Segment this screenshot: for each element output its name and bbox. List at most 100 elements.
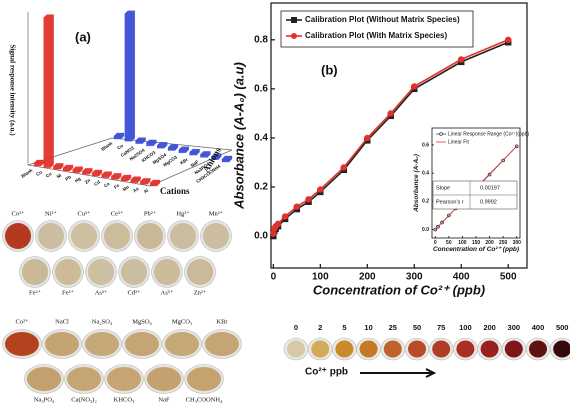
- arrow: [360, 368, 437, 378]
- vial-label: Co²⁺: [16, 318, 30, 325]
- vial: [408, 340, 426, 358]
- x-tick-label: 200: [485, 240, 494, 246]
- panel-label: (a): [75, 29, 91, 44]
- legend-marker: [439, 132, 443, 136]
- bar: [120, 174, 132, 182]
- y-tick-label: 0.6: [422, 142, 429, 148]
- category-label: Co: [35, 169, 43, 177]
- bar: [221, 155, 233, 163]
- category-label: Cd: [93, 179, 101, 187]
- vial: [22, 259, 48, 285]
- category-label: Cu: [45, 171, 53, 179]
- category-label: Hg: [74, 176, 82, 184]
- vial-label: KBr: [216, 318, 228, 325]
- vial: [187, 259, 213, 285]
- category-label: Blank: [20, 167, 33, 178]
- bar: [101, 171, 113, 179]
- y-tick-label: 0.2: [254, 182, 268, 193]
- vial-label: MgCO₃: [172, 318, 192, 325]
- vial: [88, 259, 114, 285]
- scale-label: 200: [483, 323, 496, 332]
- x-tick-label: 200: [359, 272, 376, 283]
- y-tick-label: 0.6: [254, 84, 268, 95]
- panel-label: (b): [321, 62, 338, 77]
- marker: [411, 83, 418, 90]
- table-value: 0.9992: [480, 199, 497, 205]
- bar: [156, 141, 168, 149]
- y-tick-label: 0.0: [422, 227, 429, 233]
- y-tick-label: 0.0: [254, 231, 268, 242]
- marker: [505, 36, 512, 44]
- scale-label: 5: [342, 323, 346, 332]
- scale-label: 2: [318, 323, 322, 332]
- marker: [387, 110, 394, 117]
- x-tick-label: 400: [453, 272, 470, 283]
- scale-label: 10: [364, 323, 372, 332]
- table-value: 0.00197: [480, 185, 500, 191]
- vial: [71, 223, 97, 249]
- legend-label: Calibration Plot (With Matrix Species): [305, 31, 448, 40]
- vial-label: Fe³⁺: [62, 289, 74, 296]
- vial-label: Na₃PO₄: [34, 396, 55, 403]
- x-tick-label: 150: [472, 240, 481, 246]
- scale-label: 50: [413, 323, 421, 332]
- x-tick-label: 100: [312, 272, 329, 283]
- category-label: Blank: [100, 140, 113, 151]
- vial: [203, 223, 229, 249]
- vial: [85, 332, 119, 356]
- vial: [27, 367, 61, 391]
- vial-label: MgSO₄: [132, 318, 152, 325]
- bar: [210, 153, 222, 161]
- bar: [52, 162, 64, 170]
- marker: [364, 134, 371, 142]
- vial: [311, 340, 330, 358]
- legend-label: Linear Response Range (Co²⁺)(ppb): [448, 131, 529, 137]
- category-label: Ce: [103, 181, 111, 189]
- scale-label: 25: [389, 323, 397, 332]
- vial-label: As⁵⁺: [161, 289, 174, 296]
- vial-label: Zn²⁺: [194, 289, 207, 296]
- category-label: As: [132, 186, 140, 194]
- vial: [165, 332, 199, 356]
- scale-label: 300: [508, 323, 521, 332]
- marker: [305, 196, 312, 203]
- scale-label: 400: [532, 323, 545, 332]
- legend-label: Calibration Plot (Without Matrix Species…: [305, 15, 460, 24]
- y-axis-title: Absorbance (A-A₀): [413, 154, 420, 213]
- bar: [43, 14, 55, 169]
- vial-label: Hg²⁺: [176, 210, 190, 217]
- vial: [137, 223, 163, 249]
- vial-label: Ce³⁺: [111, 210, 124, 217]
- y-tick-label: 0.8: [254, 34, 268, 45]
- series-name: Cations: [160, 186, 190, 196]
- vial-label: NaCl: [55, 318, 69, 325]
- category-label: Co: [116, 143, 124, 151]
- bar: [62, 164, 74, 172]
- vial: [45, 332, 79, 356]
- vial: [5, 223, 31, 249]
- vial: [432, 340, 451, 358]
- y-tick-label: 0.2: [422, 199, 429, 205]
- legend-marker: [291, 17, 297, 23]
- scale-label: 0: [294, 323, 298, 332]
- x-axis-title: Concentration of Co²⁺ (ppb): [313, 282, 485, 297]
- category-label: NaF: [190, 159, 200, 168]
- marker: [274, 220, 282, 228]
- vial: [335, 340, 354, 358]
- bar: [81, 167, 93, 175]
- table-key: Pearson's r: [436, 199, 464, 205]
- bar: [189, 148, 200, 156]
- vial-label: Ni²⁺: [45, 210, 57, 217]
- vial-label: Mn²⁺: [209, 210, 224, 217]
- y-axis-title: Absorbance (A-A₀) (a.u): [231, 62, 246, 210]
- bar: [167, 144, 179, 151]
- bar: [149, 179, 161, 187]
- bar: [72, 166, 84, 174]
- category-label: Ni: [56, 173, 63, 180]
- vial: [480, 340, 499, 358]
- vial-label: CH₃COONH₄: [186, 396, 223, 403]
- vial: [154, 259, 180, 285]
- marker: [317, 186, 324, 193]
- vial: [104, 223, 130, 249]
